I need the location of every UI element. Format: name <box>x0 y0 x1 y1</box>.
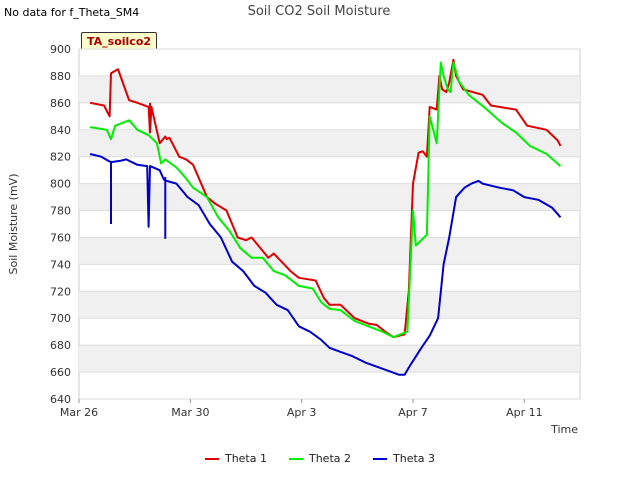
plot-band <box>79 75 580 103</box>
plot-band <box>79 345 580 373</box>
y-tick-label: 860 <box>50 97 71 110</box>
y-tick-label: 700 <box>50 312 71 325</box>
x-axis-label: Time <box>550 423 578 436</box>
plot-band <box>79 237 580 265</box>
grid-lines <box>79 48 580 400</box>
series-line-theta-1 <box>89 58 562 339</box>
x-tick-label: Mar 26 <box>60 406 98 419</box>
y-tick-label: 880 <box>50 70 71 83</box>
x-axis-ticks: Mar 26 Mar 30 Apr 3 Apr 7 Apr 11 <box>60 399 543 419</box>
legend-label: Theta 2 <box>308 452 351 465</box>
series-lines <box>89 58 562 376</box>
legend-swatch <box>288 457 303 460</box>
y-tick-label: 800 <box>50 178 71 191</box>
legend-item-theta-2[interactable]: Theta 2 <box>288 452 351 465</box>
legend-item-theta-1[interactable]: Theta 1 <box>204 452 267 465</box>
y-tick-label: 820 <box>50 151 71 164</box>
plot-band <box>79 183 580 211</box>
plot-band <box>79 129 580 157</box>
y-tick-label: 720 <box>50 285 71 298</box>
y-tick-label: 760 <box>50 231 71 244</box>
legend: Theta 1 Theta 2 Theta 3 <box>0 452 640 465</box>
legend-item-theta-3[interactable]: Theta 3 <box>373 452 435 465</box>
legend-label: Theta 3 <box>393 452 436 465</box>
y-tick-label: 900 <box>50 43 71 56</box>
y-tick-label: 660 <box>50 366 71 379</box>
legend-swatch <box>204 457 219 460</box>
y-tick-label: 740 <box>50 258 71 271</box>
chart-title: Soil CO2 Soil Moisture <box>248 4 391 19</box>
y-tick-label: 780 <box>50 205 71 218</box>
series-line-theta-2 <box>89 61 562 339</box>
x-tick-label: Apr 3 <box>287 406 317 419</box>
no-data-note: No data for f_Theta_SM4 <box>4 6 140 19</box>
x-tick-label: Mar 30 <box>171 406 209 419</box>
y-tick-label: 640 <box>50 393 71 406</box>
y-tick-label: 840 <box>50 124 71 137</box>
x-tick-label: Apr 11 <box>506 406 543 419</box>
y-axis-label: Soil Moisture (mV) <box>7 174 20 275</box>
y-axis-ticks: 640 660 680 700 720 740 760 780 800 820 840 860 880 9… <box>50 43 71 406</box>
x-tick-label: Apr 7 <box>398 406 428 419</box>
series-line-theta-3 <box>89 153 562 376</box>
y-tick-label: 680 <box>50 339 71 352</box>
legend-label: Theta 1 <box>224 452 267 465</box>
legend-swatch <box>373 457 387 460</box>
